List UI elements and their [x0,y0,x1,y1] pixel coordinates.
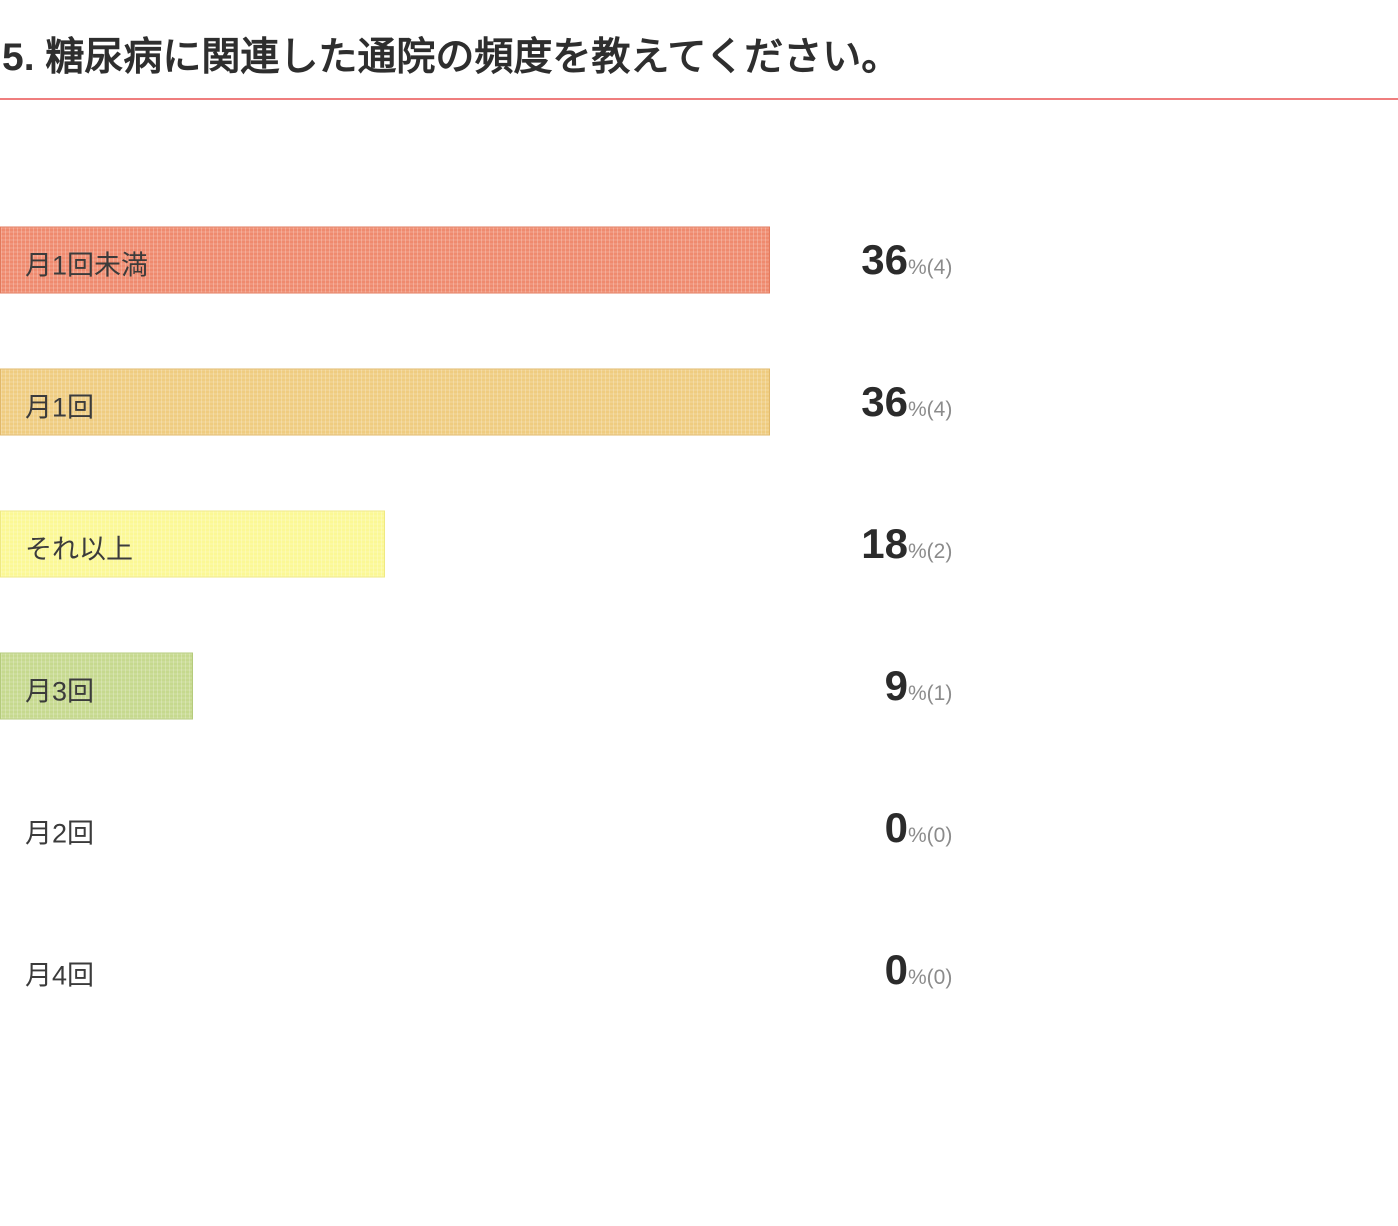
chart-row-5: 月2回 0%(0) [0,757,1398,899]
value-percent-count: %(0) [908,966,953,989]
bar-chart: 月1回未満 36%(4) 月1回 36%(4) それ以上 18%(2) 月3回 9%(1) 月2… [0,189,1398,1041]
question-header: 5. 糖尿病に関連した通院の頻度を教えてください。 [0,0,1398,100]
chart-row-1: 月1回未満 36%(4) [0,189,1398,331]
value-percent-number: 36 [861,236,908,283]
chart-row-2: 月1回 36%(4) [0,331,1398,473]
chart-row-4: 月3回 9%(1) [0,615,1398,757]
value-percent-number: 18 [861,520,908,567]
category-label: 月3回 [25,676,95,707]
value-percent-count: %(4) [908,256,953,279]
value-percent-number: 0 [884,946,908,993]
category-label: それ以上 [25,534,133,565]
bar-1 [0,226,770,294]
category-label: 月1回 [25,392,95,423]
value-percent-count: %(2) [908,540,953,563]
bar-2 [0,368,770,436]
question-title: 5. 糖尿病に関連した通院の頻度を教えてください。 [2,36,901,79]
value-label: 0%(0) [848,946,953,994]
value-percent-count: %(1) [908,682,953,705]
bar-3 [0,510,385,578]
value-percent-number: 9 [884,662,908,709]
value-percent-count: %(0) [908,824,953,847]
value-label: 36%(4) [848,236,952,284]
bar-4 [0,652,193,720]
category-label: 月4回 [25,960,95,991]
chart-row-3: それ以上 18%(2) [0,473,1398,615]
value-label: 18%(2) [848,520,952,568]
category-label: 月1回未満 [25,250,149,281]
category-label: 月2回 [25,818,95,849]
value-label: 9%(1) [848,662,953,710]
value-percent-count: %(4) [908,398,953,421]
value-label: 36%(4) [848,378,952,426]
chart-row-6: 月4回 0%(0) [0,899,1398,1041]
value-percent-number: 0 [884,804,908,851]
value-label: 0%(0) [848,804,953,852]
value-percent-number: 36 [861,378,908,425]
